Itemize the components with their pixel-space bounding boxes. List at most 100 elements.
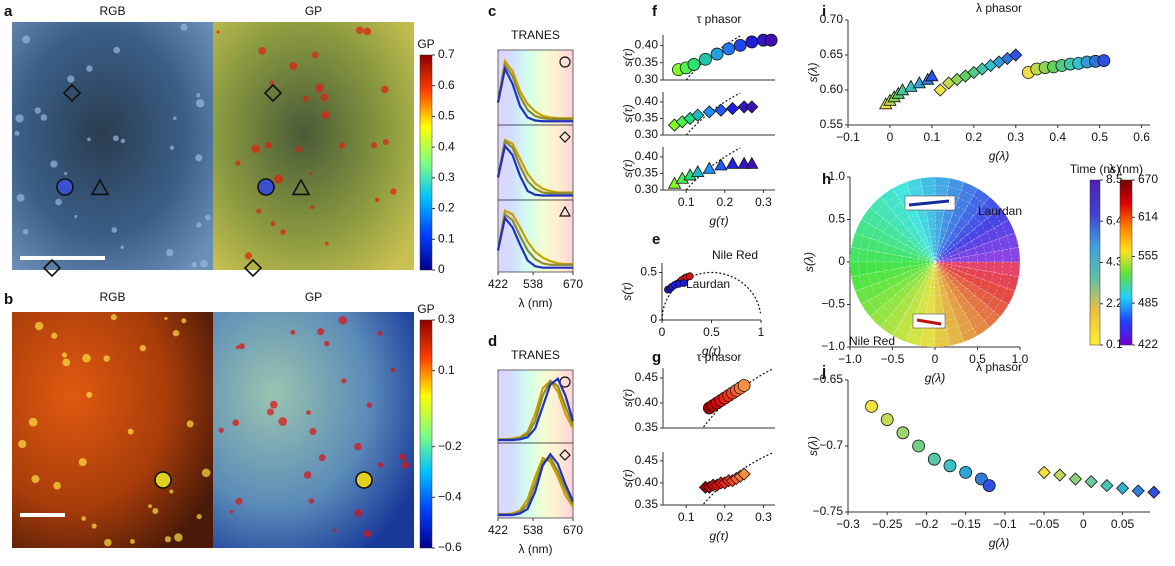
- series-label: Nile Red: [712, 248, 758, 262]
- data-point: [745, 35, 759, 49]
- x-tick-label: 0: [659, 325, 666, 339]
- hue-wedge: [892, 261, 936, 343]
- colorbar-tick-label: −0.2: [438, 439, 462, 453]
- data-point: [1037, 465, 1051, 479]
- speckle: [22, 35, 31, 44]
- hue-wedge: [934, 219, 1016, 263]
- spectrum-line: [496, 143, 573, 197]
- data-point: [737, 467, 751, 481]
- speckle: [378, 462, 384, 468]
- x-tick-label: 0.1: [678, 510, 695, 524]
- x-axis-label: g(τ): [709, 214, 728, 228]
- data-point: [880, 413, 894, 427]
- hue-wedge: [934, 261, 1016, 305]
- speckle: [129, 539, 135, 544]
- panel-letter: g: [652, 349, 661, 366]
- colorbar-tick-label: −0.4: [438, 490, 462, 504]
- data-point: [764, 33, 778, 47]
- speckle: [14, 130, 20, 136]
- hue-wedge: [934, 232, 1020, 263]
- hue-wedge: [934, 261, 991, 337]
- hue-wedge: [934, 196, 1001, 263]
- hue-wedge: [850, 232, 936, 263]
- hue-wedge: [860, 261, 936, 318]
- speckle: [34, 107, 41, 114]
- x-tick-label: 0.3: [755, 195, 772, 209]
- speckle: [256, 208, 262, 214]
- y-tick-label: 0.40: [635, 395, 659, 409]
- data-point: [745, 156, 759, 169]
- data-point: [702, 105, 716, 119]
- speckle: [355, 26, 364, 35]
- speckle: [235, 160, 241, 166]
- speckle: [86, 391, 93, 398]
- y-tick-label: 1.0: [828, 169, 845, 183]
- speckle: [320, 93, 329, 102]
- data-point: [710, 47, 724, 61]
- spectrum-line: [496, 215, 573, 269]
- colorbar-tick-label: 8.5: [1106, 172, 1123, 186]
- roi-marker: [90, 178, 110, 196]
- speckle: [86, 65, 93, 72]
- colorbar-tick-label: 0.1: [438, 363, 455, 377]
- panel-letter: d: [488, 333, 497, 350]
- y-tick-label: −1.0: [821, 339, 845, 353]
- speckle: [111, 227, 118, 233]
- colorbar-tick-label: 0.4: [438, 139, 455, 153]
- data-point: [685, 272, 694, 281]
- y-tick-label: 0.40: [635, 475, 659, 489]
- speckle: [78, 458, 87, 467]
- data-point: [943, 459, 957, 473]
- y-tick-label: −0.75: [813, 504, 844, 518]
- speckle: [278, 417, 288, 426]
- x-tick-label: 422: [488, 277, 508, 291]
- universal-circle: [685, 147, 741, 191]
- data-point: [725, 101, 740, 116]
- speckle: [354, 509, 363, 517]
- speckle: [232, 419, 240, 427]
- speckle: [201, 468, 211, 478]
- colorbar-title: GP: [417, 37, 434, 51]
- x-tick-label: 0.6: [1133, 130, 1150, 144]
- speckle: [181, 318, 187, 324]
- data-point: [679, 279, 688, 287]
- y-axis-label: s(τ): [621, 389, 635, 407]
- colorbar-tick-label: 422: [1138, 337, 1158, 351]
- data-point: [687, 58, 701, 71]
- speckle: [120, 138, 126, 144]
- data-point: [702, 161, 717, 174]
- data-point: [691, 164, 705, 178]
- data-point: [745, 100, 759, 114]
- speckle: [180, 23, 188, 31]
- speckle: [113, 46, 121, 54]
- colorbar-title: Time (ns): [1070, 162, 1120, 176]
- hue-wedge: [849, 246, 936, 263]
- data-point: [1100, 479, 1114, 493]
- speckle: [311, 51, 319, 59]
- colorbar-tick-label: 0.1: [438, 231, 455, 245]
- colorbar-tick-label: 4.3: [1106, 255, 1123, 269]
- plot-frame: [497, 199, 574, 273]
- chart-title: TRANES: [511, 28, 560, 42]
- data-point: [725, 156, 740, 169]
- x-axis-label: g(λ): [989, 149, 1010, 163]
- spectrum-band: [498, 370, 573, 443]
- data-point: [982, 479, 996, 493]
- x-tick-label: 0.2: [965, 130, 982, 144]
- y-tick-label: −0.65: [813, 372, 844, 386]
- chart-title: τ phasor: [697, 12, 742, 26]
- speckle: [16, 193, 25, 202]
- speckle: [148, 504, 152, 509]
- panel-letter: i: [822, 3, 826, 20]
- x-tick-label: −0.05: [1029, 517, 1060, 531]
- x-tick-label: 1: [758, 325, 765, 339]
- spectrum-line: [498, 452, 575, 517]
- speckle: [366, 402, 373, 408]
- colorbar: [419, 54, 433, 271]
- speckle: [172, 329, 180, 337]
- y-axis-label: s(τ): [621, 159, 635, 177]
- speckle: [370, 141, 378, 149]
- y-tick-label: 0.55: [820, 117, 844, 131]
- speckle: [269, 400, 278, 409]
- speckle: [341, 378, 347, 384]
